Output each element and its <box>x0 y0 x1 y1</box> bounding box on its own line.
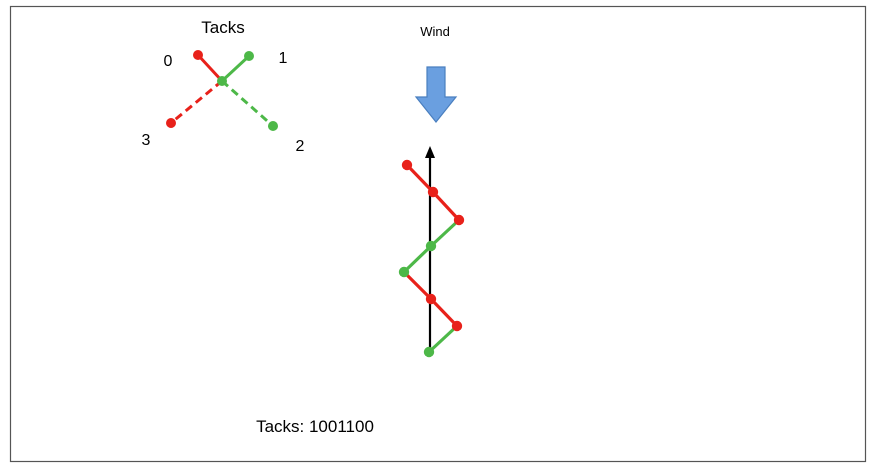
path-point-3 <box>453 214 465 226</box>
legend-label-2: 2 <box>296 138 305 155</box>
path-segment-1 <box>405 163 435 194</box>
wind-label: Wind <box>420 24 450 39</box>
path-point-6 <box>425 293 437 305</box>
path-segment-4 <box>402 244 433 274</box>
wind-arrow-icon <box>414 66 458 123</box>
path-segment-6 <box>429 297 459 328</box>
legend-line-1 <box>220 54 251 83</box>
path-point-4 <box>425 240 437 252</box>
path-point-8 <box>423 346 435 358</box>
path-segment-7 <box>427 324 459 354</box>
legend-line-3 <box>170 79 223 125</box>
legend-center-point <box>217 76 227 86</box>
legend-label-1: 1 <box>279 50 288 67</box>
path-point-5 <box>398 266 410 278</box>
legend-point-1 <box>244 51 254 61</box>
path-segment-2 <box>431 190 461 222</box>
legend-line-0 <box>196 53 224 83</box>
legend-label-3: 3 <box>142 132 151 149</box>
path-point-7 <box>451 320 463 332</box>
tacks-caption: Tacks: 1001100 <box>256 417 374 436</box>
tacks-legend: Tacks 0 1 2 3 <box>142 18 305 155</box>
path-point-2 <box>427 186 439 198</box>
legend-point-2 <box>268 121 278 131</box>
heading-axis-arrowhead <box>425 146 435 158</box>
legend-point-0 <box>193 50 203 60</box>
tack-path <box>398 146 465 358</box>
legend-point-3 <box>166 118 176 128</box>
path-segment-3 <box>429 218 461 248</box>
legend-line-2 <box>221 79 274 128</box>
wind-indicator: Wind <box>414 24 458 123</box>
legend-label-0: 0 <box>164 53 173 70</box>
path-segment-5 <box>402 270 433 301</box>
legend-title: Tacks <box>201 18 244 37</box>
path-point-1 <box>401 159 413 171</box>
